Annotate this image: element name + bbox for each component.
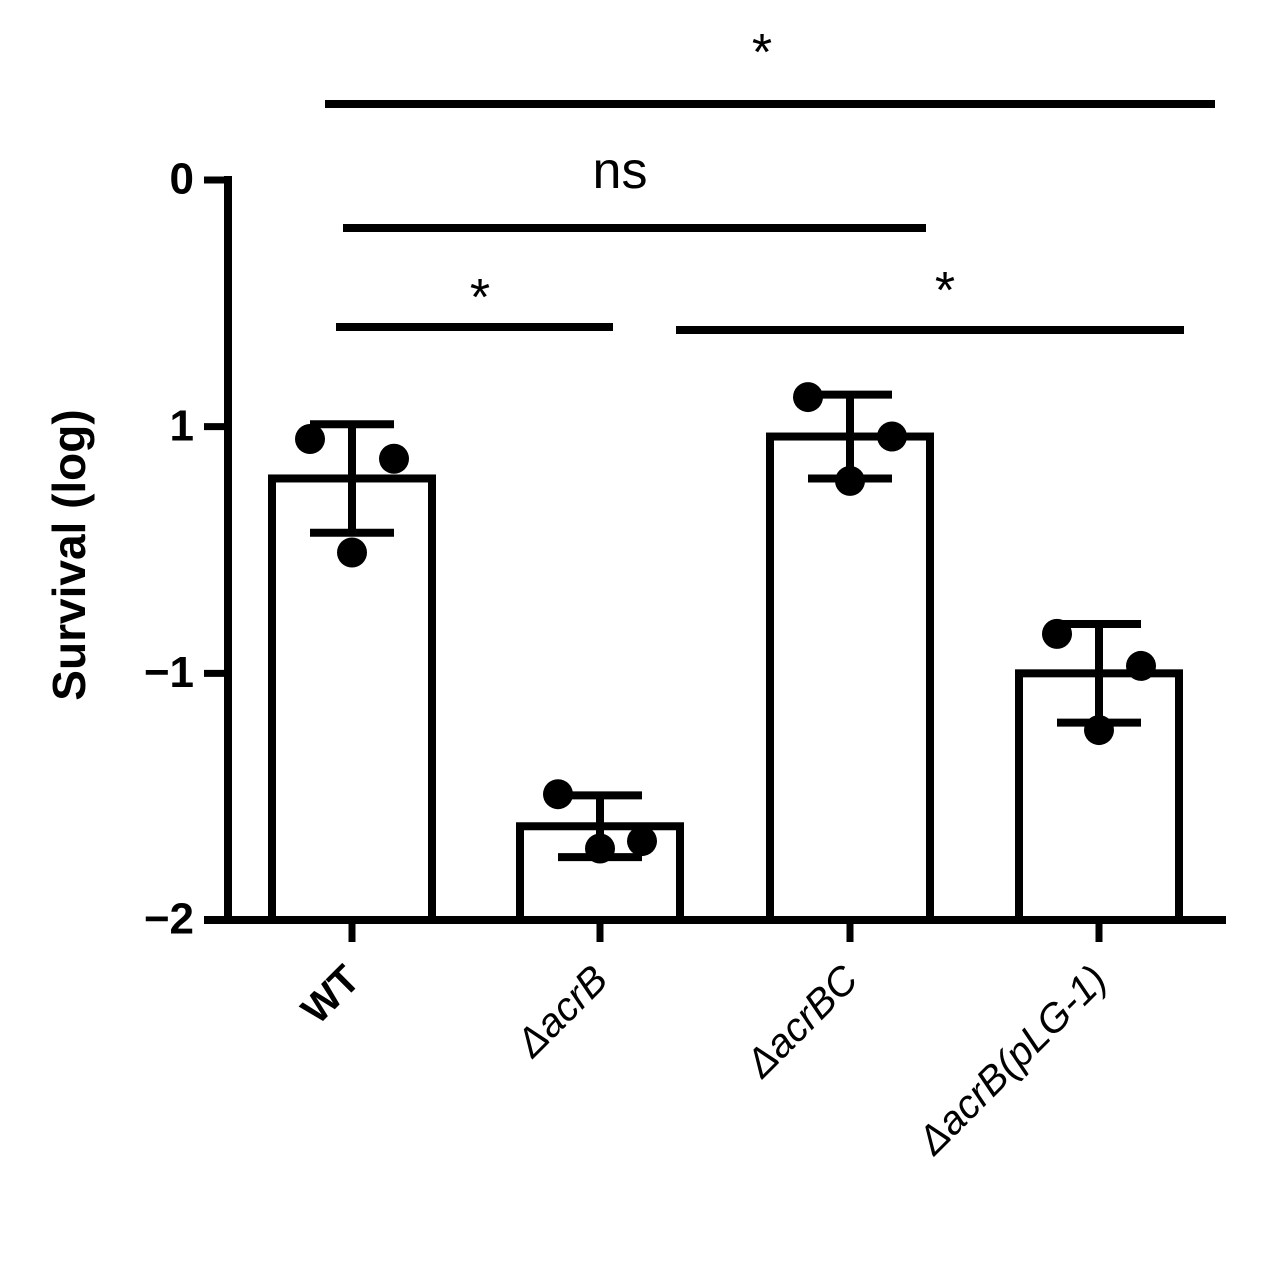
x-tick-label: WT — [293, 957, 368, 1032]
y-tick-label: 0 — [170, 155, 194, 204]
annotation: ns — [593, 142, 648, 200]
annotation: * — [470, 269, 490, 327]
data-point — [543, 779, 573, 810]
data-point — [295, 424, 325, 454]
data-point — [627, 826, 657, 857]
data-point — [1126, 650, 1156, 681]
y-tick-label: 1 — [170, 401, 194, 450]
data-point — [585, 833, 615, 864]
x-tick-label: ΔacrB(pLG-1) — [909, 957, 1115, 1163]
data-point — [337, 537, 367, 568]
y-tick-label: −2 — [144, 895, 194, 944]
bar — [766, 432, 934, 924]
data-point — [379, 443, 409, 474]
data-point — [835, 465, 865, 496]
annotation: * — [752, 24, 772, 82]
data-point — [1042, 618, 1072, 649]
data-point — [1084, 715, 1114, 746]
y-tick-label: −1 — [144, 648, 194, 697]
x-tick-label: ΔacrB — [507, 957, 616, 1066]
y-axis-label: Survival (log) — [43, 409, 95, 700]
data-point — [877, 421, 907, 452]
x-tick-label: ΔacrBC — [737, 956, 867, 1086]
data-point — [793, 382, 823, 413]
annotation: * — [935, 262, 955, 320]
significance-brackets — [325, 100, 1215, 334]
